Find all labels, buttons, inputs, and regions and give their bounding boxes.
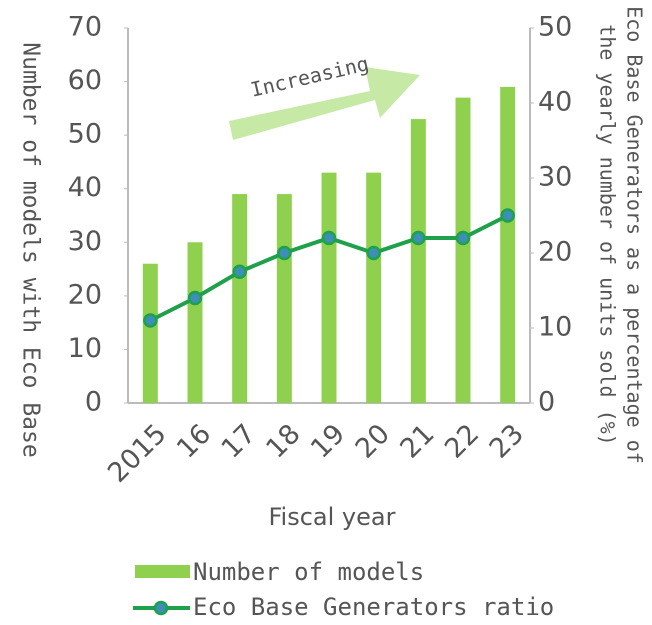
- bar: [410, 119, 426, 404]
- legend-label: Number of models: [193, 558, 424, 586]
- ratio-marker: [411, 230, 426, 246]
- y2-tick-label: 0: [538, 387, 555, 418]
- bar: [455, 97, 471, 404]
- ratio-marker: [232, 264, 247, 279]
- x-tick-label: 18: [260, 418, 306, 464]
- x-axis-label: Fiscal year: [269, 503, 396, 531]
- y2-tick-label: 10: [538, 312, 572, 343]
- y-tick-label: 0: [85, 387, 102, 418]
- x-tick-label: 16: [171, 418, 217, 464]
- bar: [232, 194, 248, 403]
- legend-label: Eco Base Generators ratio: [193, 593, 554, 621]
- y-tick-label: 10: [68, 333, 102, 364]
- y-tick-label: 50: [68, 119, 102, 150]
- y-tick-label: 30: [68, 226, 102, 257]
- ratio-marker: [187, 290, 203, 306]
- ratio-marker: [143, 313, 158, 328]
- x-tick-label: 23: [484, 418, 530, 464]
- x-tick-label: 20: [350, 418, 396, 464]
- bar: [321, 172, 337, 403]
- y-tick-label: 60: [68, 65, 102, 96]
- y2-tick-label: 50: [538, 12, 572, 43]
- legend-swatch: [135, 565, 190, 578]
- increasing-arrow: [229, 67, 420, 140]
- y-tick-label: 20: [68, 279, 102, 310]
- x-tick-label: 22: [439, 418, 485, 464]
- y-tick-label: 70: [68, 12, 102, 43]
- x-tick-label: 17: [216, 418, 262, 464]
- ratio-marker: [455, 230, 471, 246]
- ratio-marker: [366, 245, 381, 261]
- bar: [187, 242, 203, 403]
- ratio-marker: [321, 230, 337, 246]
- y2-axis-label: Eco Base Generators as a percentage of: [623, 6, 647, 464]
- bar: [142, 263, 158, 403]
- legend-marker: [153, 600, 169, 616]
- y-axis-label: Number of models with Eco Base: [18, 42, 44, 457]
- x-tick-label: 19: [305, 418, 351, 464]
- ratio-marker: [500, 208, 515, 223]
- bar: [500, 86, 516, 403]
- x-tick-label: 2015: [102, 418, 173, 489]
- y2-tick-label: 40: [538, 87, 572, 118]
- ratio-marker: [277, 245, 292, 261]
- y2-axis-label: the yearly number of units sold (%): [596, 24, 620, 445]
- bar: [276, 194, 292, 403]
- y-tick-label: 40: [68, 172, 102, 203]
- y2-tick-label: 30: [538, 162, 572, 193]
- y2-tick-label: 20: [538, 237, 572, 268]
- annotation: Increasing: [248, 51, 371, 101]
- x-tick-label: 21: [394, 418, 440, 464]
- bar: [366, 172, 382, 403]
